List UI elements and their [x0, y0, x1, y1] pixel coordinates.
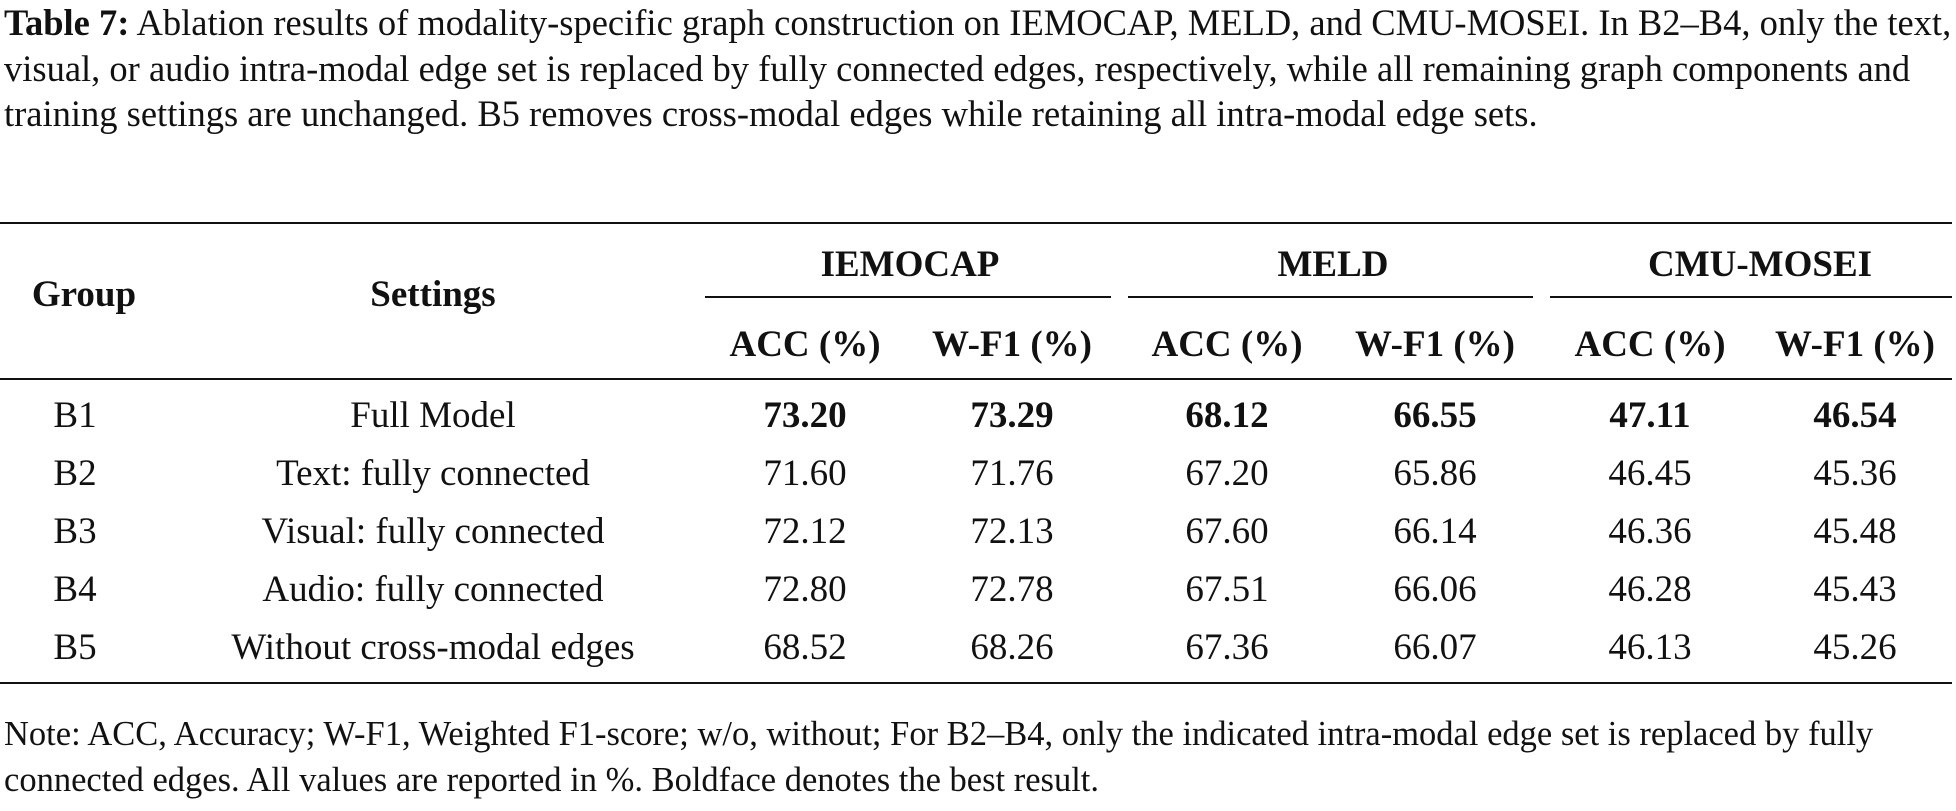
- row-setting: Audio: fully connected: [262, 569, 604, 610]
- row-value: 68.12: [1185, 395, 1269, 436]
- row-value: 46.28: [1608, 569, 1692, 610]
- table-bottom-rule: [0, 682, 1952, 684]
- header-metric: ACC (%): [1574, 324, 1726, 365]
- table-top-rule: [0, 222, 1952, 224]
- table-mid-rule: [0, 378, 1952, 380]
- row-value: 71.60: [763, 453, 847, 494]
- row-value: 65.86: [1393, 453, 1477, 494]
- row-value: 67.20: [1185, 453, 1269, 494]
- row-value: 66.55: [1393, 395, 1477, 436]
- header-metric: W-F1 (%): [1355, 324, 1515, 365]
- row-group: B1: [53, 395, 97, 436]
- row-value: 46.45: [1608, 453, 1692, 494]
- row-group: B4: [53, 569, 97, 610]
- header-dataset-iemocap: IEMOCAP: [820, 244, 1000, 285]
- header-settings: Settings: [370, 274, 496, 315]
- header-metric: W-F1 (%): [1775, 324, 1935, 365]
- row-setting: Without cross-modal edges: [231, 627, 635, 668]
- row-value: 68.26: [970, 627, 1054, 668]
- row-value: 46.13: [1608, 627, 1692, 668]
- row-value: 46.54: [1813, 395, 1897, 436]
- row-value: 66.07: [1393, 627, 1477, 668]
- row-value: 72.12: [763, 511, 847, 552]
- meld-group-rule: [1128, 296, 1533, 298]
- row-value: 45.48: [1813, 511, 1897, 552]
- header-metric: W-F1 (%): [932, 324, 1092, 365]
- row-value: 45.43: [1813, 569, 1897, 610]
- row-group: B5: [53, 627, 97, 668]
- row-value: 72.78: [970, 569, 1054, 610]
- row-value: 67.51: [1185, 569, 1269, 610]
- row-setting: Visual: fully connected: [261, 511, 605, 552]
- row-group: B2: [53, 453, 97, 494]
- row-value: 71.76: [970, 453, 1054, 494]
- row-setting: Text: fully connected: [276, 453, 590, 494]
- row-value: 68.52: [763, 627, 847, 668]
- row-value: 45.36: [1813, 453, 1897, 494]
- header-dataset-meld: MELD: [1277, 244, 1389, 285]
- caption-label: Table 7:: [4, 2, 130, 43]
- row-value: 72.13: [970, 511, 1054, 552]
- header-dataset-cmu-mosei: CMU-MOSEI: [1647, 244, 1873, 285]
- row-value: 67.36: [1185, 627, 1269, 668]
- table-note: Note: ACC, Accuracy; W-F1, Weighted F1-s…: [4, 715, 1874, 799]
- row-value: 73.20: [763, 395, 847, 436]
- caption-text: Ablation results of modality-specific gr…: [4, 2, 1952, 134]
- row-value: 46.36: [1608, 511, 1692, 552]
- table-caption: Table 7: Ablation results of modality-sp…: [4, 0, 1954, 137]
- iemocap-group-rule: [705, 296, 1111, 298]
- row-value: 45.26: [1813, 627, 1897, 668]
- row-value: 72.80: [763, 569, 847, 610]
- row-value: 66.14: [1393, 511, 1477, 552]
- header-metric: ACC (%): [729, 324, 881, 365]
- row-value: 66.06: [1393, 569, 1477, 610]
- row-value: 67.60: [1185, 511, 1269, 552]
- header-group: Group: [31, 274, 137, 315]
- row-group: B3: [53, 511, 97, 552]
- row-value: 47.11: [1609, 395, 1691, 436]
- header-metric: ACC (%): [1151, 324, 1303, 365]
- row-value: 73.29: [970, 395, 1054, 436]
- cmu-mosei-group-rule: [1550, 296, 1952, 298]
- row-setting: Full Model: [350, 395, 516, 436]
